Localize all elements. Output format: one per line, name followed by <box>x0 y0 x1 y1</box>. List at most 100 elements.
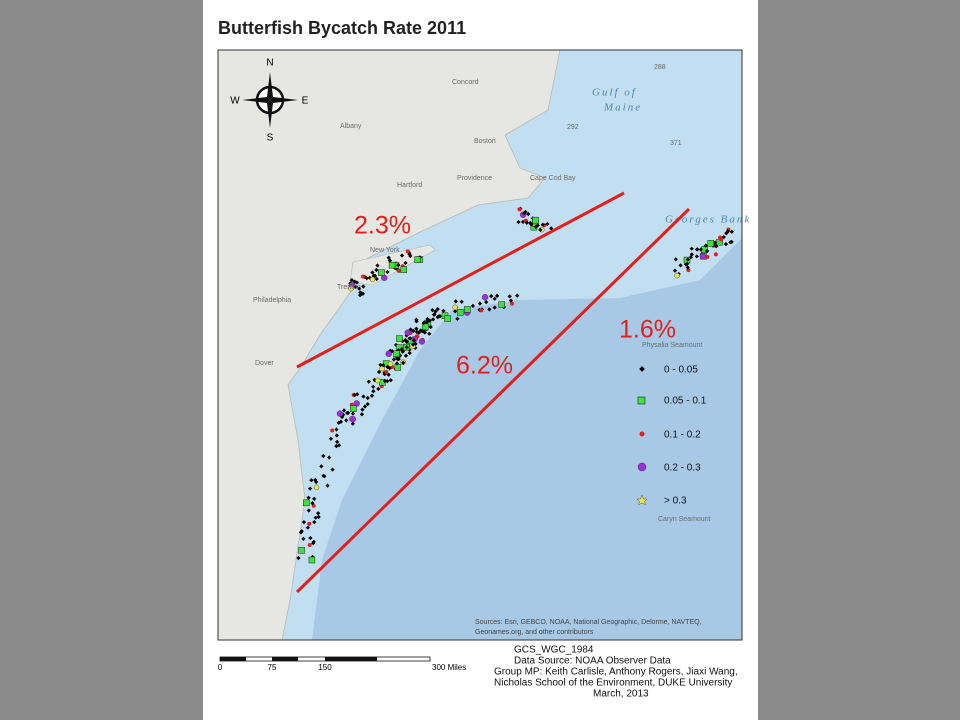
legend-label: 0.05 - 0.1 <box>664 396 707 407</box>
observation <box>341 408 347 413</box>
observation <box>427 318 432 323</box>
observation <box>344 418 349 423</box>
observation <box>411 338 417 343</box>
observation <box>685 257 690 262</box>
observation <box>444 315 451 322</box>
observation <box>371 384 376 389</box>
scale-segment <box>325 657 377 661</box>
observation <box>510 301 515 306</box>
observation <box>431 312 437 317</box>
legend-symbol <box>639 366 645 372</box>
observation <box>723 241 729 247</box>
observation <box>362 404 368 409</box>
observation <box>695 247 700 252</box>
observation <box>407 336 413 341</box>
sources: Geonames.org, and other contributors <box>475 629 594 636</box>
observation <box>382 378 388 384</box>
observation <box>359 412 365 417</box>
compass-n: N <box>266 58 273 69</box>
legend-label: 0.1 - 0.2 <box>664 430 701 441</box>
observation <box>705 255 710 260</box>
observation <box>334 427 339 432</box>
observation <box>384 370 389 375</box>
zone-line <box>296 191 625 369</box>
credits: GCS_WGC_1984 Data Source: NOAA Observer … <box>494 645 738 700</box>
place: Caryn Seamount <box>658 516 711 523</box>
observation <box>729 239 734 245</box>
compass-arrow <box>267 100 273 128</box>
observation <box>336 443 342 448</box>
observation <box>388 378 393 383</box>
observation <box>528 220 533 226</box>
observation <box>350 411 356 416</box>
observation <box>436 314 442 319</box>
observation <box>375 263 380 268</box>
observation <box>479 308 484 313</box>
sources: Sources: Esri, GEBCO, NOAA, National Geo… <box>475 619 702 626</box>
observation <box>725 229 730 234</box>
observation <box>414 319 419 324</box>
observation <box>526 211 531 217</box>
observation <box>374 267 379 273</box>
observation <box>719 237 724 242</box>
observation <box>361 284 366 289</box>
observation <box>540 222 545 227</box>
observation <box>349 415 357 423</box>
place: New York <box>370 247 400 254</box>
observation <box>729 229 734 234</box>
observation <box>712 240 718 245</box>
observation <box>391 357 397 362</box>
observation <box>321 453 326 459</box>
observation <box>411 342 416 347</box>
observation <box>685 261 690 266</box>
compass-w: W <box>230 96 240 107</box>
observation <box>350 405 357 412</box>
observation <box>672 268 678 273</box>
observation <box>361 394 366 399</box>
observation <box>411 328 416 334</box>
observation <box>336 410 344 417</box>
rate-label: 2.3% <box>354 212 411 240</box>
observation <box>459 299 464 304</box>
credit-line: Nicholas School of the Environment, DUKE… <box>494 678 732 689</box>
observations <box>296 206 734 564</box>
observation <box>309 478 314 483</box>
observation <box>453 299 458 304</box>
observation <box>424 319 430 325</box>
compass-arrow <box>270 97 298 103</box>
place: Concord <box>452 79 479 86</box>
credit-line: March, 2013 <box>593 689 649 700</box>
observation <box>403 260 408 266</box>
observation <box>414 326 419 331</box>
observation <box>381 363 386 368</box>
observation <box>517 207 522 212</box>
zone-lines: 2.3% 1.6% 6.2% <box>295 191 691 594</box>
scale-bar: 0 75 150 300 Miles <box>218 656 466 672</box>
credit-line: GCS_WGC_1984 <box>514 645 594 656</box>
observation <box>545 222 550 227</box>
observation <box>298 530 304 535</box>
observation <box>307 521 312 526</box>
observation <box>524 220 529 225</box>
observation <box>396 335 403 342</box>
observation <box>312 519 317 525</box>
observation <box>532 216 539 224</box>
legend-label: > 0.3 <box>664 496 687 507</box>
observation <box>457 309 464 316</box>
observation <box>396 263 401 268</box>
legend-symbol <box>637 396 646 405</box>
observation <box>707 240 714 247</box>
compass-e: E <box>302 96 309 107</box>
observation <box>394 364 402 371</box>
observation <box>370 270 375 275</box>
place: Georges Bank <box>665 214 751 226</box>
observation <box>330 428 335 433</box>
observation <box>316 514 321 520</box>
observation <box>357 286 362 291</box>
land <box>217 49 561 641</box>
observation <box>431 317 436 322</box>
observation <box>385 269 390 275</box>
observation <box>308 486 313 491</box>
observation <box>376 386 381 391</box>
observation <box>313 515 318 520</box>
